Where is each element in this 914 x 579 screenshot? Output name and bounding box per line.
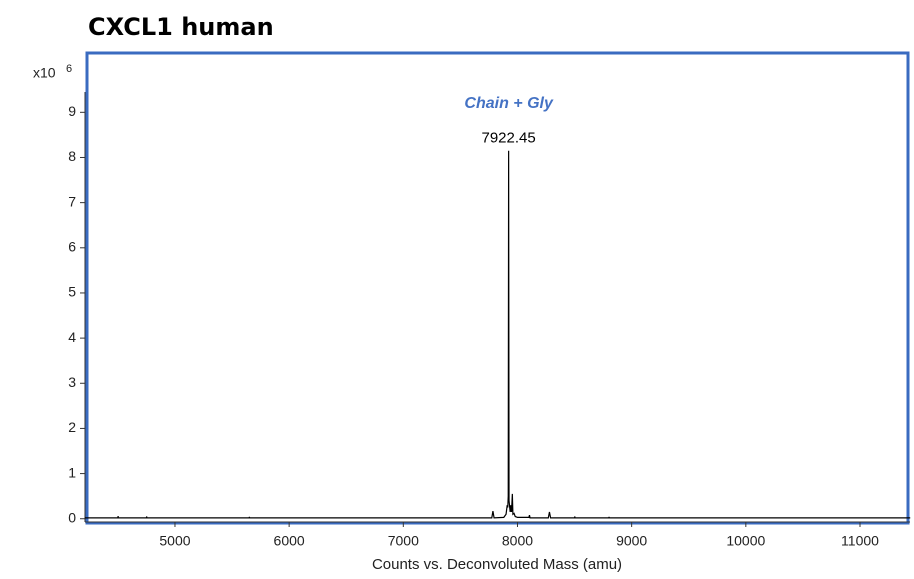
x-tick-label: 11000 [841,533,879,549]
x-tick-label: 5000 [159,533,190,549]
y-tick-label: 0 [68,509,76,525]
y-tick-label: 3 [68,374,76,390]
y-tick-label: 1 [68,464,76,480]
x-tick-label: 7000 [388,533,419,549]
x-axis-label: Counts vs. Deconvoluted Mass (amu) [372,556,622,573]
x-tick-label: 10000 [726,533,765,549]
y-tick-label: 8 [68,148,76,164]
peak-label: 7922.45 [482,130,536,147]
y-tick-label: 6 [68,238,76,254]
y-multiplier: x10 [33,65,56,81]
y-tick-label: 7 [68,193,76,209]
spectrum-line [84,150,911,519]
y-tick-label: 5 [68,284,76,300]
chart-title: CXCL1 human [88,13,274,41]
y-tick-label: 4 [68,329,76,345]
plot-frame [85,51,910,525]
y-multiplier-exponent: 6 [66,63,72,75]
y-tick-label: 9 [68,103,76,119]
annotation: Chain + Gly [464,95,554,112]
x-tick-label: 8000 [502,533,533,549]
x-tick-label: 6000 [274,533,305,549]
y-tick-label: 2 [68,419,76,435]
x-tick-label: 9000 [616,533,647,549]
